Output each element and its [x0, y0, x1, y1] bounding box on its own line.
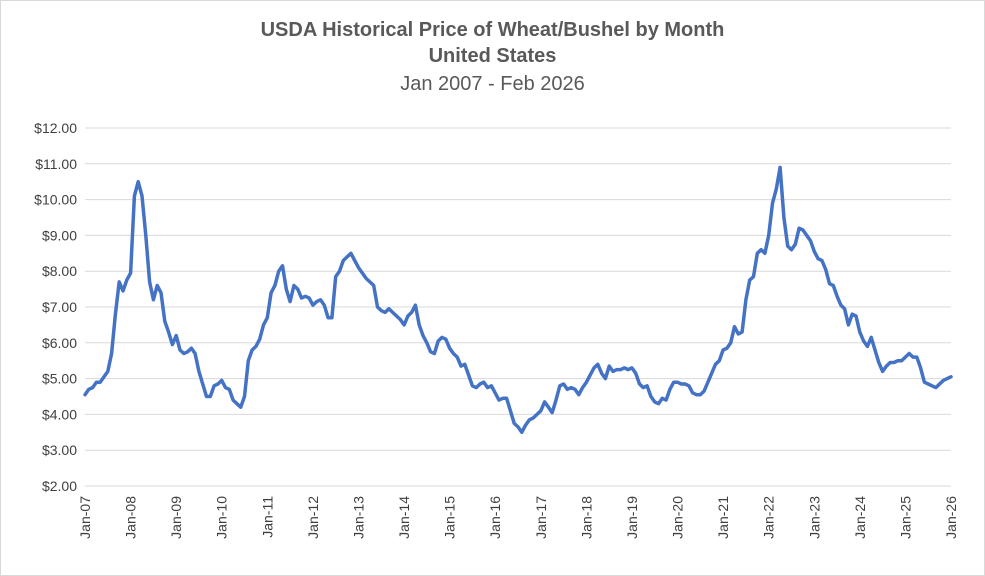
y-tick-label: $10.00 [34, 192, 77, 208]
y-tick-label: $4.00 [42, 406, 77, 422]
y-tick-label: $5.00 [42, 371, 77, 387]
x-tick-label: Jan-25 [897, 496, 913, 539]
chart-date-range: Jan 2007 - Feb 2026 [400, 73, 585, 95]
x-tick-label: Jan-10 [214, 496, 230, 539]
series-group [83, 165, 953, 435]
x-tick-label: Jan-26 [943, 496, 959, 539]
x-tick-label: Jan-19 [624, 496, 640, 539]
y-tick-label: $12.00 [34, 120, 77, 136]
x-tick-label: Jan-23 [806, 496, 822, 539]
x-tick-label: Jan-13 [350, 496, 366, 539]
x-tick-label: Jan-22 [761, 496, 777, 539]
chart-title: USDA Historical Price of Wheat/Bushel by… [260, 19, 725, 41]
x-tick-label: Jan-16 [487, 496, 503, 539]
y-axis-ticks: $2.00 $3.00 $4.00 $5.00 $6.00 $7.00 $8.00 $9.00… [34, 120, 77, 494]
y-tick-label: $9.00 [42, 227, 77, 243]
x-tick-label: Jan-21 [715, 496, 731, 539]
series-line [83, 165, 953, 435]
y-tick-label: $3.00 [42, 442, 77, 458]
x-tick-label: Jan-08 [123, 496, 139, 539]
x-axis-ticks: Jan-07 Jan-08 Jan-09 Jan-10 Jan-11 Jan-12 Jan-… [77, 496, 959, 539]
x-tick-label: Jan-18 [578, 496, 594, 539]
x-tick-label: Jan-15 [442, 496, 458, 539]
x-tick-label: Jan-09 [168, 496, 184, 539]
y-tick-label: $7.00 [42, 299, 77, 315]
x-tick-label: Jan-14 [396, 496, 412, 539]
y-tick-label: $6.00 [42, 335, 77, 351]
x-tick-label: Jan-20 [670, 496, 686, 539]
y-tick-label: $2.00 [42, 478, 77, 494]
x-tick-label: Jan-11 [259, 496, 275, 538]
y-tick-label: $11.00 [35, 156, 77, 172]
gridlines [85, 127, 951, 487]
x-tick-label: Jan-24 [852, 496, 868, 539]
chart-subtitle: United States [428, 45, 557, 67]
x-tick-label: Jan-12 [305, 496, 321, 539]
x-tick-label: Jan-17 [533, 496, 549, 539]
x-tick-label: Jan-07 [77, 496, 93, 539]
y-tick-label: $8.00 [42, 263, 77, 279]
chart-titles: USDA Historical Price of Wheat/Bushel by… [1, 17, 984, 99]
